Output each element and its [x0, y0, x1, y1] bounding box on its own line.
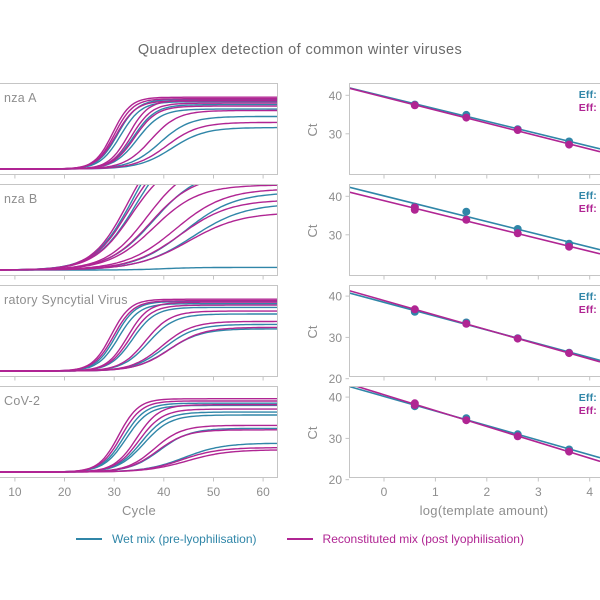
standard-curve-plot-row4: 20 30 40 0 1 2 3 4	[329, 386, 600, 499]
figure-title: Quadruplex detection of common winter vi…	[137, 42, 463, 58]
amplification-plot-row2	[0, 184, 278, 280]
amplification-plot-row1	[0, 83, 278, 179]
efficiency-label-wet-row2: Eff:	[578, 190, 597, 202]
legend-item-wet: Wet mix (pre-lyophilisation)	[76, 532, 257, 546]
svg-text:40: 40	[329, 290, 343, 304]
legend-item-recon: Reconstituted mix (post lyophilisation)	[286, 532, 524, 546]
legend: Wet mix (pre-lyophilisation) Reconstitut…	[0, 532, 600, 546]
legend-label-wet: Wet mix (pre-lyophilisation)	[112, 532, 257, 546]
standard-curve-plot-row1: 30 40	[329, 83, 600, 179]
x-axis-label-cycle: Cycle	[121, 503, 156, 518]
svg-text:30: 30	[329, 127, 343, 141]
panel-label-row1: nza A	[4, 91, 37, 105]
svg-text:4: 4	[586, 485, 593, 499]
svg-text:20: 20	[58, 485, 72, 499]
svg-text:60: 60	[256, 485, 270, 499]
svg-text:1: 1	[432, 485, 439, 499]
panel-label-row2: nza B	[4, 192, 38, 206]
panel-label-row3: ratory Syncytial Virus	[4, 293, 128, 307]
svg-text:30: 30	[329, 228, 343, 242]
efficiency-label-recon-row4: Eff:	[578, 405, 597, 417]
svg-text:10: 10	[8, 485, 22, 499]
efficiency-label-wet-row3: Eff:	[578, 291, 597, 303]
efficiency-label-wet-row4: Eff:	[578, 392, 597, 404]
svg-text:30: 30	[329, 432, 343, 446]
svg-text:2: 2	[483, 485, 490, 499]
svg-text:20: 20	[329, 473, 343, 487]
x-axis-label-log-template: log(template amount)	[419, 503, 549, 518]
svg-text:30: 30	[329, 331, 343, 345]
efficiency-label-recon-row1: Eff:	[578, 102, 597, 114]
amplification-plot-row3	[0, 285, 278, 381]
svg-text:3: 3	[535, 485, 542, 499]
svg-text:40: 40	[329, 89, 343, 103]
svg-text:0: 0	[381, 485, 388, 499]
standard-curve-plot-row3: 20 30 40	[329, 285, 600, 386]
standard-curve-plot-row2: 30 40	[329, 184, 600, 280]
efficiency-label-wet-row1: Eff:	[578, 89, 597, 101]
reconstituted-mix-line-swatch	[286, 537, 313, 541]
wet-mix-line-swatch	[76, 537, 103, 541]
svg-text:20: 20	[329, 372, 343, 386]
legend-label-recon: Reconstituted mix (post lyophilisation)	[322, 532, 524, 546]
svg-text:30: 30	[108, 485, 122, 499]
efficiency-label-recon-row3: Eff:	[578, 304, 597, 316]
panel-label-row4: CoV-2	[4, 394, 41, 408]
efficiency-label-recon-row2: Eff:	[578, 203, 597, 215]
svg-text:40: 40	[157, 485, 171, 499]
svg-text:50: 50	[207, 485, 221, 499]
svg-text:40: 40	[329, 190, 343, 204]
amplification-plot-row4: 10 20 30 40 50 60	[0, 386, 278, 499]
svg-text:40: 40	[329, 391, 343, 405]
